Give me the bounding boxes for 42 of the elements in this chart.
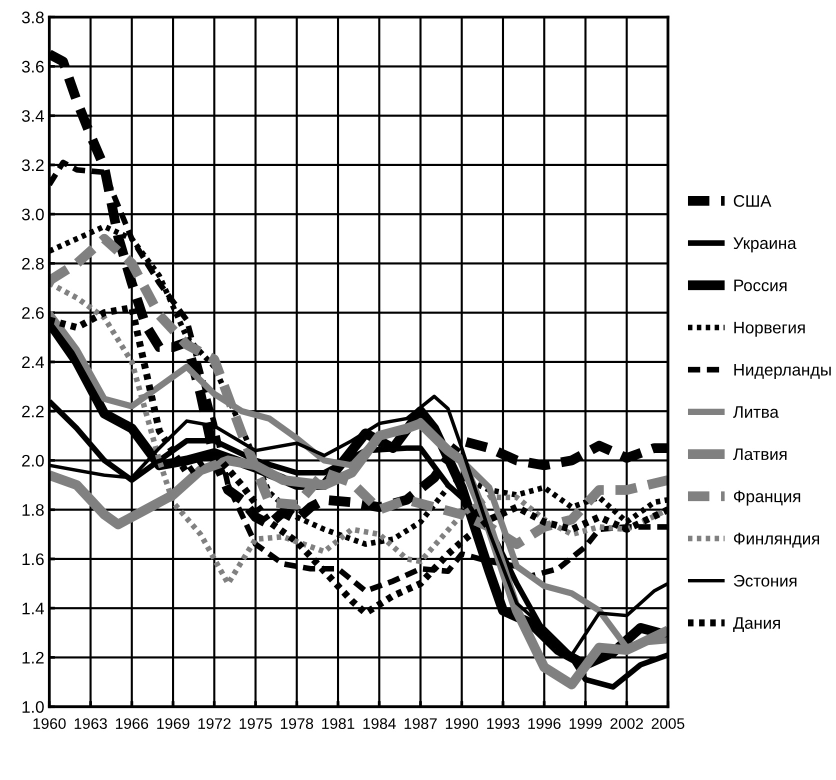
x-tick-label: 1981 <box>322 718 354 730</box>
legend-label: Украина <box>733 237 796 252</box>
x-tick-label: 1978 <box>280 718 314 730</box>
y-tick-label: 2.4 <box>22 356 44 368</box>
y-tick-label: 2.8 <box>22 258 44 270</box>
legend-label: Эстония <box>734 574 796 587</box>
y-tick-label: 3.8 <box>22 12 44 24</box>
y-tick-label: 3.6 <box>22 60 44 73</box>
legend-label: Литва <box>733 406 779 418</box>
y-tick-label: 1.8 <box>22 504 44 516</box>
legend-label: Нидерланды <box>734 364 831 379</box>
legend-label: Финляндия <box>734 532 820 548</box>
x-tick-label: 1963 <box>74 718 107 730</box>
x-tick-label: 1996 <box>528 718 561 730</box>
x-tick-label: 1990 <box>446 718 478 730</box>
y-tick-label: 3.4 <box>22 110 44 122</box>
x-tick-label: 1969 <box>157 718 190 730</box>
x-tick-label: 1975 <box>240 718 272 730</box>
x-tick-label: 1966 <box>116 718 148 730</box>
y-tick-label: 1.2 <box>22 652 44 664</box>
y-tick-label: 1.4 <box>22 602 44 614</box>
x-tick-label: 1972 <box>198 718 231 730</box>
y-tick-label: 2.6 <box>22 307 44 319</box>
x-tick-label: 2002 <box>610 718 643 730</box>
x-tick-label: 2005 <box>652 718 684 730</box>
y-tick-label: 2.0 <box>22 454 44 467</box>
y-tick-label: 1.0 <box>22 701 44 713</box>
x-tick-label: 1984 <box>363 718 396 730</box>
legend-label: Россия <box>734 280 786 292</box>
legend-label: Норвегия <box>734 322 805 337</box>
y-tick-label: 3.0 <box>22 208 44 220</box>
y-tick-label: 3.2 <box>22 159 44 172</box>
legend-label: США <box>734 195 772 207</box>
x-tick-label: 1987 <box>404 718 437 730</box>
x-tick-label: 1999 <box>570 718 602 730</box>
x-tick-label: 1960 <box>33 718 66 730</box>
y-tick-label: 1.6 <box>22 553 44 566</box>
legend-label: Франция <box>734 490 800 506</box>
y-tick-label: 2.2 <box>22 406 44 418</box>
legend-label: Дания <box>733 617 780 632</box>
x-tick-label: 1993 <box>487 718 520 730</box>
legend-label: Латвия <box>733 448 786 460</box>
